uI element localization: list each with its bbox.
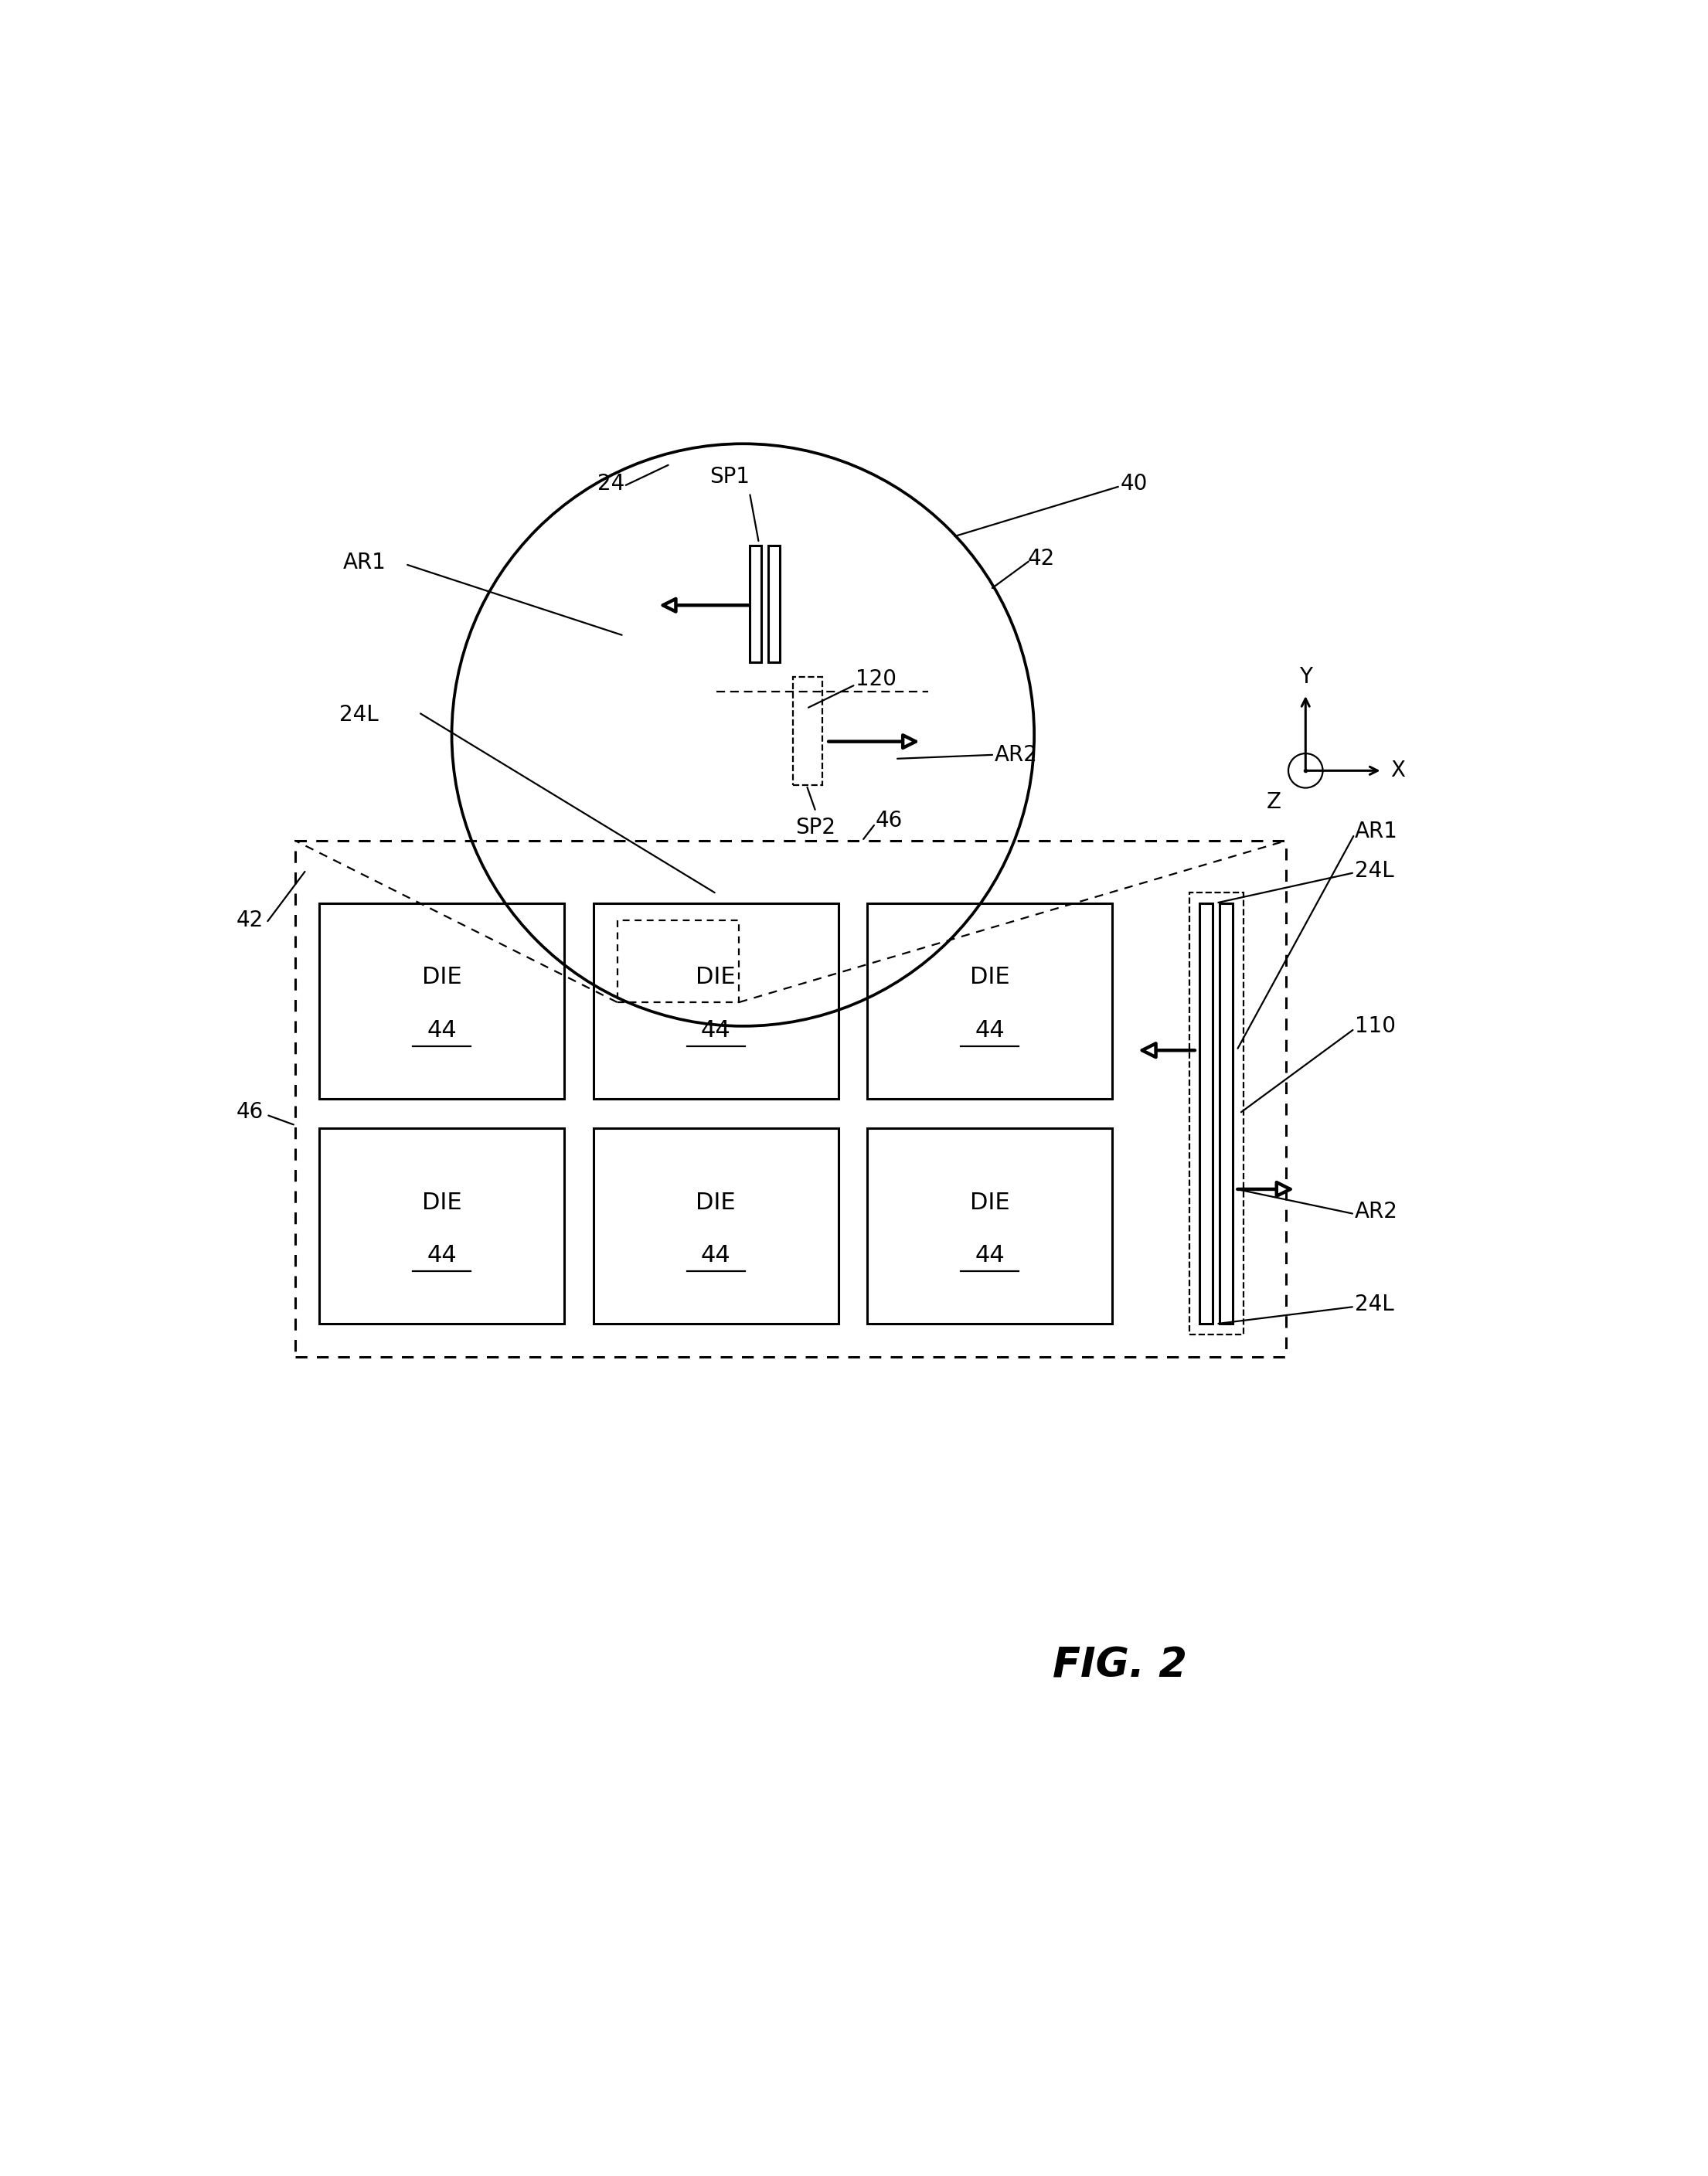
Text: AR1: AR1 xyxy=(1354,820,1397,842)
Bar xyxy=(769,546,781,662)
Bar xyxy=(319,903,564,1099)
Text: 44: 44 xyxy=(427,1245,456,1266)
Text: 24: 24 xyxy=(598,472,625,494)
Text: DIE: DIE xyxy=(422,966,461,988)
Text: 24L: 24L xyxy=(1354,860,1394,881)
Text: AR2: AR2 xyxy=(1354,1201,1397,1223)
Text: 110: 110 xyxy=(1354,1016,1395,1038)
Text: Z: Z xyxy=(1266,792,1281,814)
Text: DIE: DIE xyxy=(970,966,1009,988)
Text: DIE: DIE xyxy=(422,1190,461,1214)
Text: 46: 46 xyxy=(874,809,902,831)
Bar xyxy=(1189,892,1243,1334)
Text: DIE: DIE xyxy=(695,966,736,988)
Text: 24L: 24L xyxy=(1354,1293,1394,1314)
Text: DIE: DIE xyxy=(970,1190,1009,1214)
Text: SP1: SP1 xyxy=(709,466,750,487)
Text: 44: 44 xyxy=(700,1245,731,1266)
Text: 46: 46 xyxy=(236,1101,263,1123)
Text: Y: Y xyxy=(1300,666,1312,688)
Bar xyxy=(593,1127,839,1323)
Text: 44: 44 xyxy=(975,1245,1004,1266)
Text: 44: 44 xyxy=(975,1018,1004,1042)
Bar xyxy=(793,677,822,786)
Circle shape xyxy=(1288,753,1322,788)
Text: 44: 44 xyxy=(700,1018,731,1042)
Bar xyxy=(1220,903,1233,1323)
Bar xyxy=(593,903,839,1099)
Text: 42: 42 xyxy=(236,910,263,931)
Text: 42: 42 xyxy=(1028,548,1056,570)
Text: 44: 44 xyxy=(427,1018,456,1042)
Text: AR2: AR2 xyxy=(994,744,1038,766)
Text: DIE: DIE xyxy=(695,1190,736,1214)
Text: X: X xyxy=(1390,759,1406,781)
Bar xyxy=(868,903,1112,1099)
Bar xyxy=(750,546,762,662)
Bar xyxy=(319,1127,564,1323)
Text: 40: 40 xyxy=(1120,472,1148,494)
Text: 120: 120 xyxy=(856,668,897,690)
Bar xyxy=(1199,903,1213,1323)
Text: 24L: 24L xyxy=(340,705,379,727)
Bar xyxy=(617,920,740,1003)
Text: SP2: SP2 xyxy=(796,816,835,838)
Text: FIG. 2: FIG. 2 xyxy=(1054,1645,1187,1686)
Bar xyxy=(868,1127,1112,1323)
Text: AR1: AR1 xyxy=(343,553,386,574)
Bar xyxy=(295,840,1286,1358)
